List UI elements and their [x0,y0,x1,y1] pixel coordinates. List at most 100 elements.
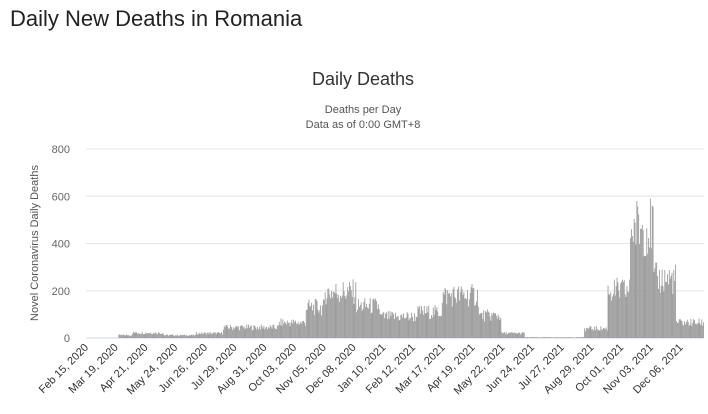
bar[interactable] [356,312,358,338]
bar[interactable] [678,319,680,338]
bar[interactable] [687,321,689,338]
bar[interactable] [501,332,503,338]
bar[interactable] [378,309,380,338]
bar[interactable] [209,332,211,338]
bar[interactable] [387,311,389,338]
bar[interactable] [463,292,465,338]
bar[interactable] [193,334,195,338]
bar[interactable] [392,312,394,338]
bar[interactable] [644,255,646,338]
bar[interactable] [676,322,678,338]
bar[interactable] [231,327,232,338]
bar[interactable] [400,314,402,338]
bar[interactable] [295,323,297,338]
bar[interactable] [508,332,510,338]
bar[interactable] [467,306,469,338]
bar[interactable] [411,312,413,338]
bar[interactable] [681,320,683,338]
bar[interactable] [530,337,531,338]
bar[interactable] [637,206,639,338]
bar[interactable] [308,299,310,338]
bar[interactable] [280,318,282,338]
bar[interactable] [612,296,613,338]
bar[interactable] [375,298,377,338]
bar[interactable] [182,335,184,338]
bar[interactable] [222,334,223,338]
bar[interactable] [624,294,626,338]
bar[interactable] [586,327,588,338]
bar[interactable] [125,334,127,338]
bar[interactable] [615,285,617,338]
bar[interactable] [396,316,398,338]
bar[interactable] [163,335,165,338]
bar[interactable] [162,333,164,338]
bar[interactable] [178,335,180,338]
bar[interactable] [295,320,296,338]
bar[interactable] [527,337,529,338]
bar[interactable] [585,328,587,338]
bar[interactable] [427,312,429,338]
bar[interactable] [287,322,289,338]
bar[interactable] [456,302,458,338]
bar[interactable] [327,288,329,338]
bar[interactable] [264,329,266,338]
bar[interactable] [449,296,451,338]
bar[interactable] [354,297,356,338]
bar[interactable] [475,304,477,338]
bar[interactable] [587,329,589,338]
bar[interactable] [646,228,648,338]
bar[interactable] [213,332,214,338]
bar[interactable] [481,312,483,338]
bar[interactable] [444,287,446,338]
bar[interactable] [665,281,667,338]
bar[interactable] [583,337,585,338]
bar[interactable] [455,298,457,338]
bar[interactable] [576,337,578,338]
bar[interactable] [237,327,239,338]
bar[interactable] [183,334,185,338]
bar[interactable] [365,307,367,338]
bar[interactable] [445,289,447,338]
bar[interactable] [577,337,579,338]
bar[interactable] [369,298,371,338]
bar[interactable] [538,337,540,338]
bar[interactable] [454,297,456,338]
bar[interactable] [522,332,523,338]
bar[interactable] [513,333,514,338]
bar[interactable] [438,316,440,338]
bar[interactable] [697,322,699,338]
bar[interactable] [477,306,479,338]
bar[interactable] [431,315,432,338]
bar[interactable] [322,299,324,338]
bar[interactable] [349,286,351,338]
bar[interactable] [395,312,396,338]
bar[interactable] [578,337,580,338]
bar[interactable] [168,335,170,338]
bar[interactable] [594,326,595,338]
bar[interactable] [682,324,684,338]
bar[interactable] [603,327,604,338]
bar[interactable] [267,329,268,338]
bar[interactable] [202,333,204,338]
bar[interactable] [155,332,157,338]
bar[interactable] [298,324,300,338]
bar[interactable] [146,333,148,338]
bar[interactable] [467,289,468,338]
bar[interactable] [484,321,486,338]
bar[interactable] [132,331,134,338]
bar[interactable] [232,327,234,338]
bar[interactable] [177,335,179,338]
bar[interactable] [190,335,192,338]
bar[interactable] [683,325,685,338]
bar[interactable] [544,337,546,338]
bar[interactable] [227,327,229,338]
bar[interactable] [188,335,190,338]
bar[interactable] [436,307,438,338]
bar[interactable] [695,323,697,338]
bar[interactable] [585,331,586,338]
bar[interactable] [478,314,480,338]
bar[interactable] [437,311,439,338]
bar[interactable] [627,291,629,338]
bar[interactable] [413,313,415,338]
bar[interactable] [311,302,313,338]
